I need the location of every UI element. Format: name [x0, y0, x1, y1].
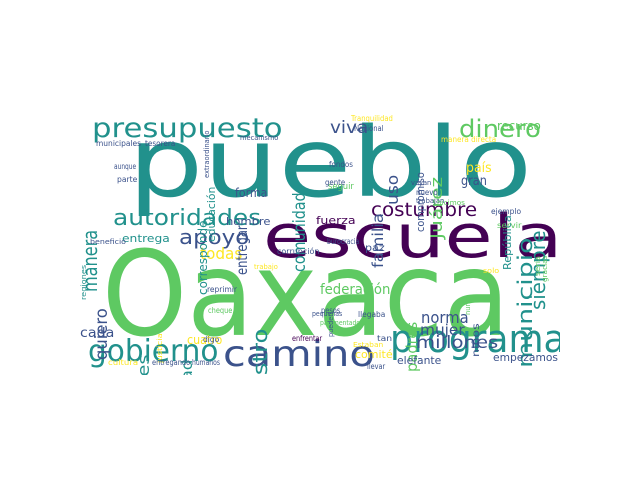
- word-cheque: cheque: [208, 306, 233, 315]
- word-cual: cual: [168, 305, 176, 320]
- word-corresponde: corresponde: [196, 220, 210, 295]
- word-pueden: pueden: [327, 312, 335, 337]
- word-aunque: aunque: [114, 162, 137, 171]
- word-gente: gente: [325, 178, 346, 187]
- word-dinero: dinero: [459, 115, 541, 143]
- word-pequenas: pequeñas: [312, 310, 343, 318]
- word-hicimos: hicimos: [437, 199, 465, 207]
- word-federacion: federación: [320, 282, 391, 298]
- word-vayan: vayan: [411, 179, 432, 187]
- word-tan: tan: [377, 334, 393, 343]
- word-viva: viva: [330, 118, 369, 138]
- word-camino: camino: [223, 334, 375, 375]
- word-recurso: recurso: [497, 119, 541, 133]
- word-comunidad: comunidad: [290, 192, 310, 272]
- word-tranquilidad: Tranquilidad: [351, 115, 393, 123]
- word-municipales: municipales: [96, 139, 142, 148]
- word-forma: forma: [235, 186, 268, 200]
- word-nunca: nunca: [464, 294, 472, 315]
- word-millones: millones: [416, 333, 499, 353]
- word-reprimir: reprimir: [207, 285, 237, 294]
- word-mujer: mujer: [420, 321, 465, 339]
- word-parte: parte: [117, 175, 138, 184]
- word-gracias: gracias: [541, 255, 549, 282]
- word-entregar: entregar: [233, 225, 251, 275]
- word-juarez: Juárez: [427, 176, 446, 239]
- word-entregando: entregando: [152, 358, 191, 367]
- word-mujeres: mujeres: [134, 354, 153, 375]
- word-escuela: escuela: [263, 202, 560, 272]
- word-pesos: pesos: [321, 306, 341, 315]
- word-entrega: entrega: [122, 232, 170, 245]
- word-comite: comité: [355, 348, 393, 361]
- word-paz: paz: [365, 243, 385, 254]
- word-pueblo: pueblo: [128, 115, 533, 219]
- word-cultura: cultura: [108, 358, 139, 367]
- word-uso: uso: [383, 174, 402, 205]
- word-oaxaca: Oaxaca: [102, 225, 510, 363]
- word-extraordinario: extraordinario: [203, 130, 211, 178]
- word-presupuesto: presupuesto: [92, 115, 283, 144]
- word-pavimentado: pavimentado: [320, 319, 361, 327]
- word-empezamos: empezamos: [493, 351, 558, 364]
- word-enfrentar: enfrentar: [292, 334, 323, 343]
- word-trabajan: trabajan: [416, 197, 445, 205]
- word-digo: digo: [203, 335, 220, 344]
- word-cuatro: cuatro: [187, 333, 223, 347]
- word-llevar: llevar: [367, 362, 386, 371]
- word-gobierno: gobierno: [88, 334, 219, 369]
- word-servir: servir: [497, 221, 522, 230]
- word-regiones: regiones: [80, 264, 88, 300]
- word-seguir: seguir: [328, 182, 354, 192]
- word-programa: programa: [390, 317, 560, 361]
- word-costumbre: costumbre: [371, 199, 478, 221]
- word-pais: país: [466, 161, 492, 176]
- word-todas: todas: [200, 244, 243, 263]
- word-solo: solo: [483, 267, 500, 275]
- word-llegaba: llegaba: [358, 310, 386, 319]
- word-familia: familia: [369, 213, 387, 268]
- word-estaban: Estaban: [353, 341, 384, 349]
- word-beneficio: beneficio: [90, 238, 126, 246]
- word-humanos: humanos: [192, 358, 220, 367]
- word-trabajo: trabajo: [254, 263, 278, 271]
- word-autoridades: autoridades: [113, 206, 262, 231]
- word-nacional: Nacional: [354, 124, 384, 133]
- word-tesorera: tesorera: [145, 139, 176, 148]
- word-cloud: Oaxaca pueblo escuela programa camino gobiern…: [80, 115, 560, 375]
- word-elefante: elefante: [397, 354, 442, 367]
- word-mecanismo: mecanismo: [240, 134, 279, 142]
- word-fuerza: fuerza: [316, 214, 356, 227]
- word-gran: gran: [461, 174, 487, 189]
- word-manera-directa: manera directa: [441, 135, 497, 144]
- word-burocracia: burocracia: [327, 237, 360, 246]
- word-corrupcion: corrupción: [277, 247, 320, 256]
- word-apoyo: apoyo: [179, 225, 250, 249]
- word-hombre: hombre: [226, 215, 271, 228]
- word-ninos: niños: [471, 323, 482, 357]
- word-fondos: fondos: [329, 160, 353, 169]
- word-maestro: maestro: [248, 329, 272, 375]
- word-norma: norma: [421, 308, 469, 327]
- word-cada: cada: [80, 326, 115, 341]
- word-ejemplo: ejemplo: [491, 207, 522, 216]
- word-nuevo: nuevo: [416, 188, 438, 197]
